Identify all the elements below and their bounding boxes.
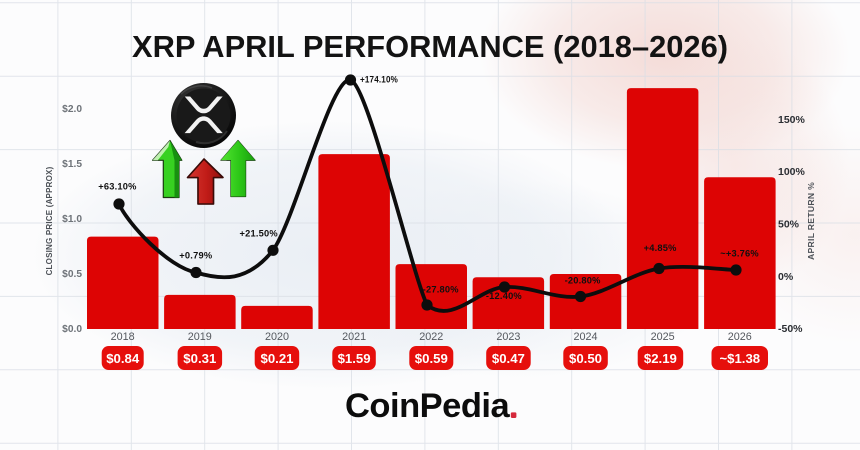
svg-text:2019: 2019	[188, 331, 212, 343]
svg-text:2025: 2025	[651, 331, 675, 343]
svg-text:$0.50: $0.50	[569, 351, 602, 366]
svg-text:-50%: -50%	[778, 323, 803, 335]
svg-text:$0.0: $0.0	[62, 324, 82, 335]
svg-text:+21.50%: +21.50%	[240, 229, 279, 239]
svg-text:$0.84: $0.84	[106, 351, 140, 366]
svg-text:$2.0: $2.0	[62, 104, 82, 115]
svg-text:$2.19: $2.19	[644, 351, 677, 366]
svg-text:2024: 2024	[573, 331, 597, 343]
svg-text:~$1.38: ~$1.38	[719, 351, 760, 366]
svg-text:2018: 2018	[111, 331, 135, 343]
svg-text:+0.79%: +0.79%	[179, 250, 213, 260]
svg-text:50%: 50%	[778, 219, 800, 231]
svg-text:$0.31: $0.31	[183, 351, 216, 366]
svg-text:CLOSING PRICE (APPROX): CLOSING PRICE (APPROX)	[45, 166, 54, 275]
svg-text:+63.10%: +63.10%	[98, 182, 137, 192]
svg-text:2021: 2021	[342, 331, 366, 343]
svg-text:2026: 2026	[728, 331, 752, 343]
svg-text:APRIL RETURN %: APRIL RETURN %	[806, 182, 816, 260]
svg-text:100%: 100%	[778, 166, 806, 178]
svg-text:2022: 2022	[419, 331, 443, 343]
svg-text:+174.10%: +174.10%	[360, 75, 398, 85]
svg-text:$0.47: $0.47	[492, 351, 525, 366]
svg-text:CoinPedia: CoinPedia	[345, 387, 511, 425]
svg-text:-12.40%: -12.40%	[486, 291, 523, 301]
svg-text:$1.5: $1.5	[62, 159, 82, 170]
svg-text:-20.80%: -20.80%	[565, 275, 602, 285]
svg-text:0%: 0%	[778, 271, 794, 283]
svg-text:XRP APRIL PERFORMANCE (2018–20: XRP APRIL PERFORMANCE (2018–2026)	[132, 29, 728, 64]
svg-text:$1.59: $1.59	[338, 351, 371, 366]
svg-text:150%: 150%	[778, 114, 806, 126]
svg-text:$1.0: $1.0	[62, 214, 82, 225]
svg-text:$0.5: $0.5	[62, 269, 82, 280]
svg-text:2020: 2020	[265, 331, 289, 343]
svg-text:-27.80%: -27.80%	[423, 284, 460, 294]
svg-text:2023: 2023	[496, 331, 520, 343]
svg-text:+4.85%: +4.85%	[644, 243, 678, 253]
svg-text:$0.21: $0.21	[260, 351, 293, 366]
svg-text:$0.59: $0.59	[415, 351, 448, 366]
svg-text:~+3.76%: ~+3.76%	[720, 249, 759, 259]
